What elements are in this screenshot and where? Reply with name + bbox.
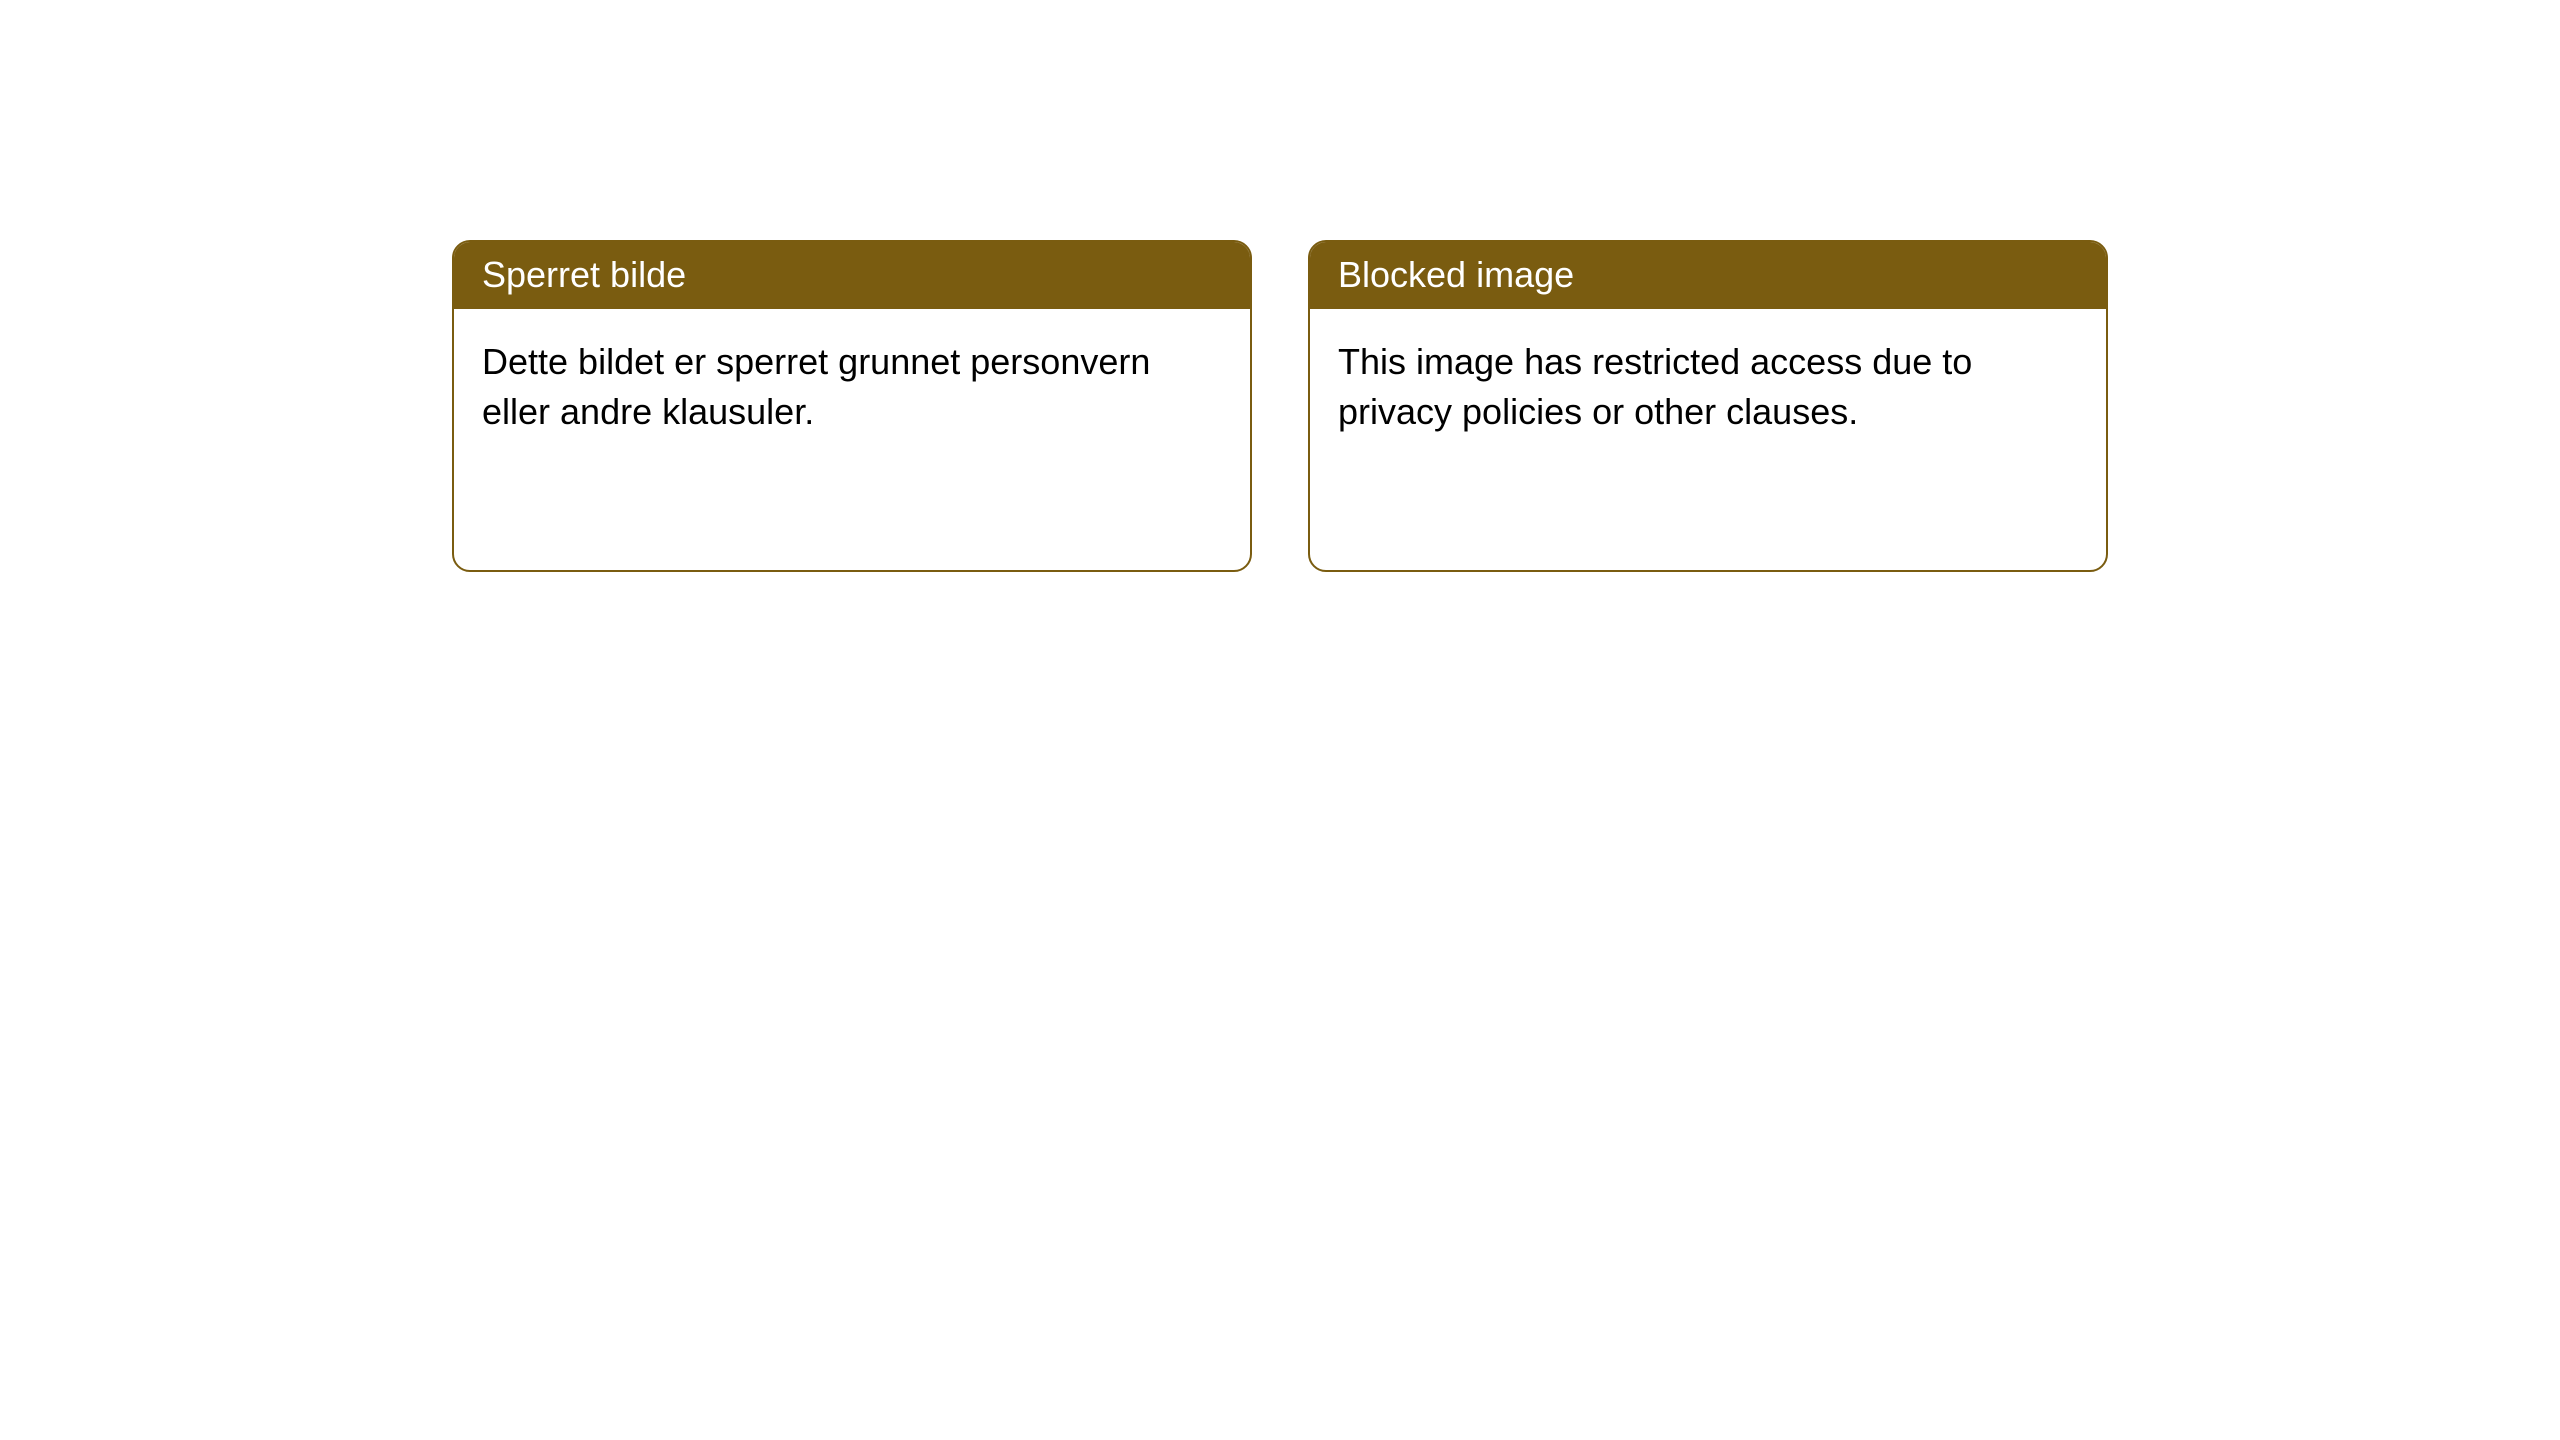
notice-title: Sperret bilde — [482, 254, 686, 295]
notice-header: Blocked image — [1310, 242, 2106, 309]
notice-box-norwegian: Sperret bilde Dette bildet er sperret gr… — [452, 240, 1252, 572]
notice-body: This image has restricted access due to … — [1310, 309, 2106, 466]
notice-box-english: Blocked image This image has restricted … — [1308, 240, 2108, 572]
notice-text: This image has restricted access due to … — [1338, 341, 1972, 432]
notice-text: Dette bildet er sperret grunnet personve… — [482, 341, 1150, 432]
notice-title: Blocked image — [1338, 254, 1574, 295]
notice-container: Sperret bilde Dette bildet er sperret gr… — [452, 240, 2108, 572]
notice-body: Dette bildet er sperret grunnet personve… — [454, 309, 1250, 466]
notice-header: Sperret bilde — [454, 242, 1250, 309]
